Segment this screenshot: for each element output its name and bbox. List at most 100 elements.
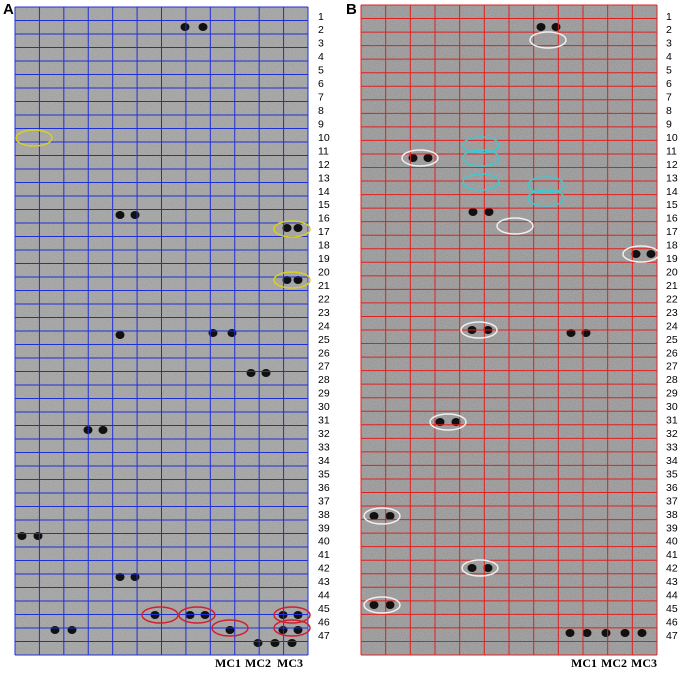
row-label: 28 [318, 374, 330, 386]
spot [180, 23, 190, 31]
row-label: 31 [666, 415, 678, 427]
highlight-ring [141, 606, 179, 624]
spot [115, 573, 125, 581]
highlight-ring [363, 596, 401, 614]
row-label: 39 [318, 522, 330, 534]
row-label: 20 [666, 267, 678, 279]
spot [369, 601, 379, 609]
column-label: MC2 [601, 656, 627, 670]
column-label: MC1 [571, 656, 597, 670]
row-label: 8 [666, 105, 672, 117]
spot [67, 626, 77, 634]
highlight-ring [401, 149, 439, 167]
spot [601, 629, 611, 637]
row-label: 13 [318, 172, 330, 184]
row-label: 20 [318, 267, 330, 279]
highlight-ring [496, 217, 534, 235]
highlight-ring [178, 606, 216, 624]
spot [98, 426, 108, 434]
row-label: 38 [318, 509, 330, 521]
spot [198, 23, 208, 31]
row-label: 4 [666, 51, 672, 63]
row-label: 47 [666, 630, 678, 642]
highlight-ring [15, 129, 53, 147]
row-label: 18 [318, 240, 330, 252]
row-label: 27 [318, 361, 330, 373]
row-label: 45 [318, 603, 330, 615]
row-label: 24 [666, 320, 678, 332]
row-label: 36 [666, 482, 678, 494]
row-label: 23 [318, 307, 330, 319]
spot [620, 629, 630, 637]
highlight-ring [461, 559, 499, 577]
row-label: 6 [318, 78, 324, 90]
row-label: 35 [666, 468, 678, 480]
row-label: 32 [318, 428, 330, 440]
spot [293, 276, 303, 284]
row-label: 22 [666, 293, 678, 305]
spot [115, 211, 125, 219]
spot [435, 418, 445, 426]
row-label: 1 [666, 11, 672, 23]
row-label: 28 [666, 374, 678, 386]
row-label: 7 [318, 92, 324, 104]
spot [451, 418, 461, 426]
spot [293, 626, 303, 634]
spot [551, 23, 561, 31]
row-label: 2 [666, 24, 672, 36]
highlight-ring [460, 321, 498, 339]
row-label: 19 [318, 253, 330, 265]
row-label: 35 [318, 468, 330, 480]
spot [369, 512, 379, 520]
row-label: 42 [318, 563, 330, 575]
row-label: 30 [666, 401, 678, 413]
row-label: 21 [318, 280, 330, 292]
spot [130, 211, 140, 219]
row-label: 29 [666, 388, 678, 400]
row-label: 11 [318, 145, 329, 157]
row-label: 38 [666, 509, 678, 521]
row-label: 15 [666, 199, 678, 211]
row-label: 31 [318, 415, 330, 427]
highlight-ring [363, 507, 401, 525]
spot [385, 601, 395, 609]
column-label: MC3 [277, 656, 303, 670]
highlight-ring [273, 220, 311, 238]
spot [565, 629, 575, 637]
row-label: 24 [318, 320, 330, 332]
row-label: 33 [666, 442, 678, 454]
row-label: 36 [318, 482, 330, 494]
row-label: 14 [318, 186, 330, 198]
highlight-ring [273, 619, 311, 637]
row-label: 14 [666, 186, 678, 198]
row-label: 34 [318, 455, 330, 467]
row-label: 37 [666, 495, 678, 507]
spot [484, 208, 494, 216]
spot [637, 629, 647, 637]
panel-label: A [3, 1, 14, 18]
spot [385, 512, 395, 520]
spot [467, 564, 477, 572]
highlight-ring [462, 136, 500, 154]
highlight-ring [273, 271, 311, 289]
spot [646, 250, 656, 258]
row-label: 10 [318, 132, 330, 144]
row-label: 21 [666, 280, 678, 292]
spot [483, 564, 493, 572]
row-label: 30 [318, 401, 330, 413]
column-label: MC3 [631, 656, 657, 670]
spot [261, 369, 271, 377]
spot [115, 331, 125, 339]
row-label: 8 [318, 105, 324, 117]
row-label: 7 [666, 92, 672, 104]
row-label: 45 [666, 603, 678, 615]
spot [270, 639, 280, 647]
highlight-ring [462, 149, 500, 167]
highlight-ring [211, 619, 249, 637]
highlight-ring [529, 31, 567, 49]
panel-label: B [346, 1, 357, 18]
row-label: 12 [666, 159, 678, 171]
spot [282, 276, 292, 284]
